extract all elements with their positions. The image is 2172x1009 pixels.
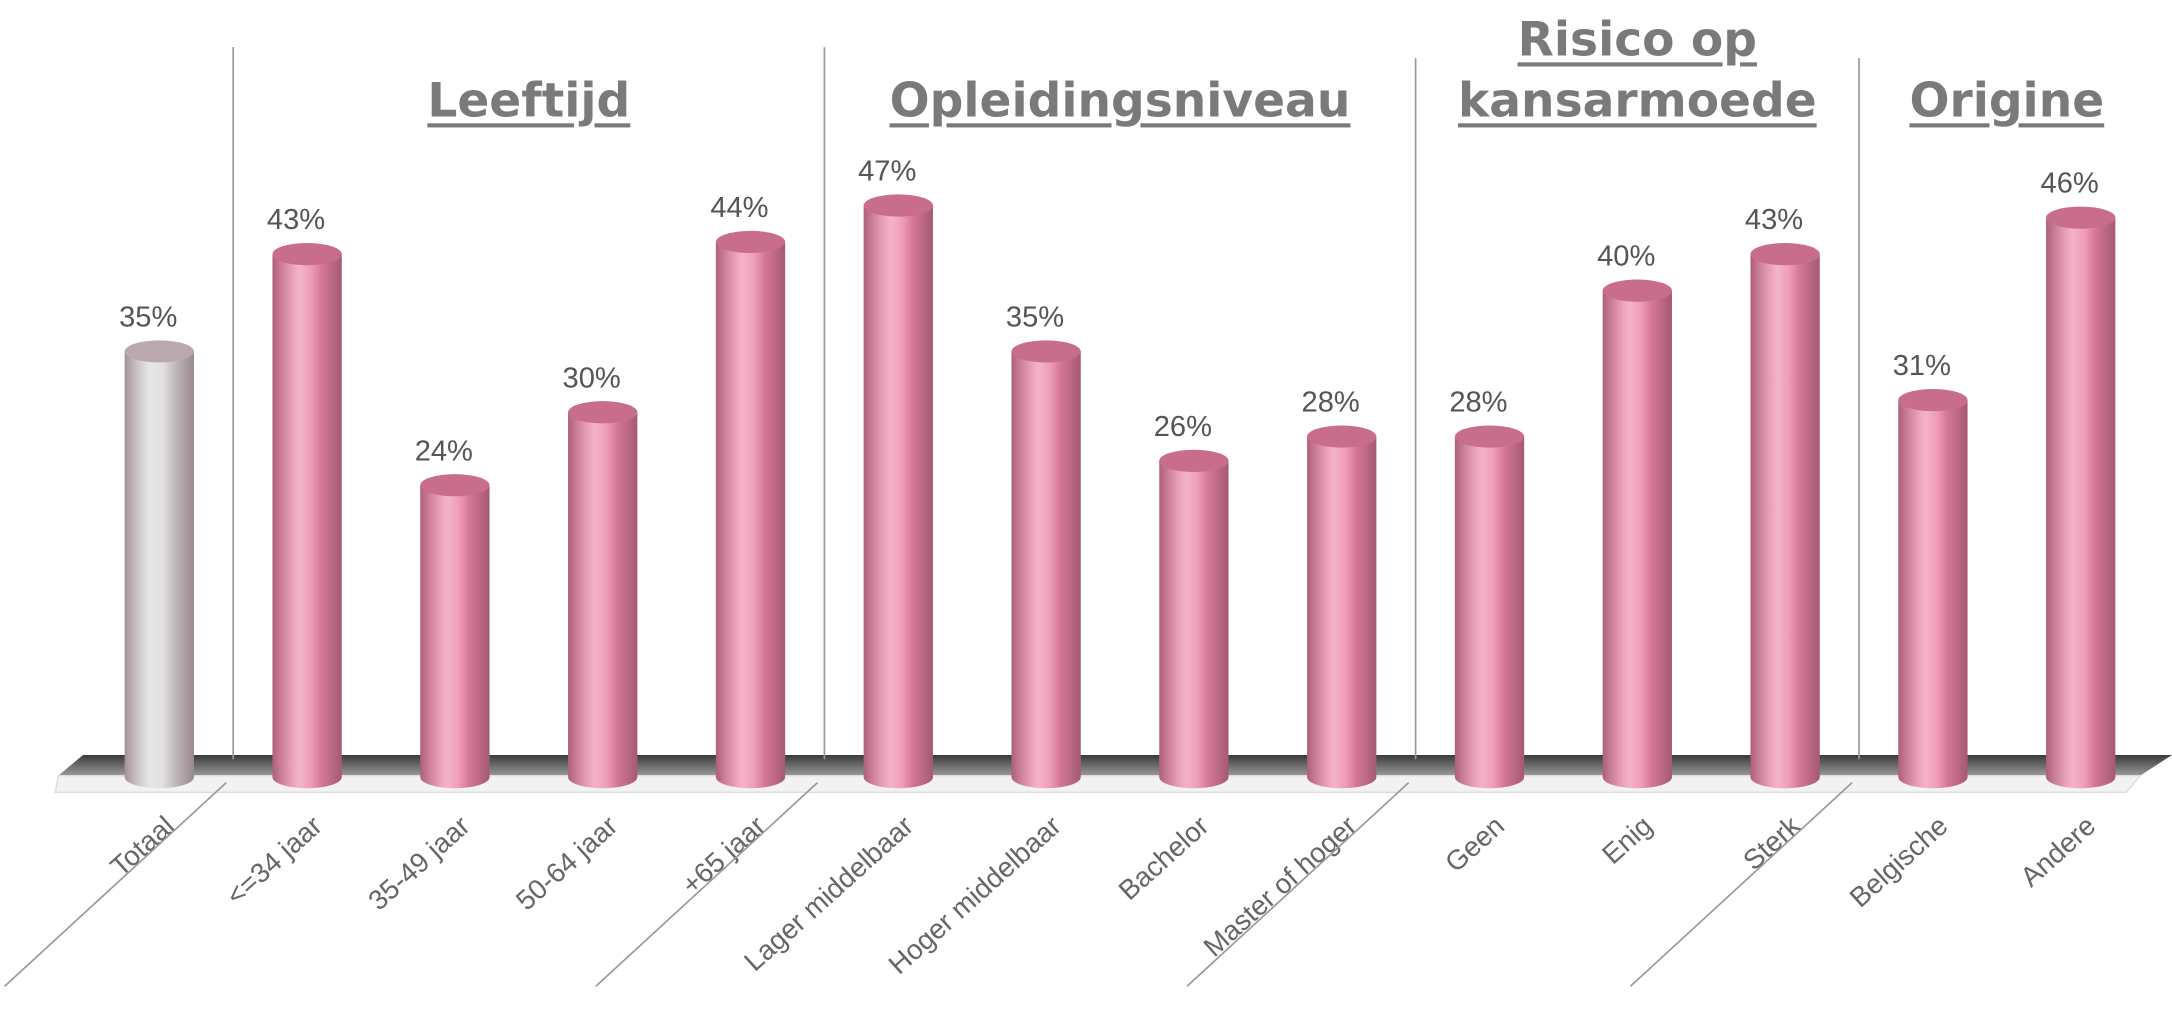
bar	[2046, 206, 2116, 789]
x-tick-label: Andere	[2014, 810, 2101, 893]
bar-top	[715, 230, 786, 254]
bar-top-shade	[124, 340, 194, 363]
bar-highlight	[1011, 351, 1081, 789]
x-tick-label: Belgische	[1844, 810, 1954, 913]
bar-top	[272, 243, 342, 266]
bar-highlight	[1454, 436, 1525, 789]
group-heading-box: Opleidingsniveau	[889, 73, 1351, 129]
bar-top	[1898, 389, 1968, 412]
value-label: 43%	[267, 204, 325, 236]
bar	[272, 243, 342, 789]
bar-top-shade	[1011, 340, 1081, 363]
bar-top	[863, 194, 933, 217]
value-label: 46%	[2041, 168, 2099, 200]
bar-highlight	[124, 351, 194, 789]
value-label: 26%	[1154, 411, 1212, 443]
bar	[1011, 340, 1081, 789]
bar-top-shade	[568, 401, 638, 424]
bar-highlight	[715, 241, 786, 789]
group-heading: Origine	[1909, 73, 2105, 129]
x-tick-label: Totaal	[104, 810, 180, 882]
bar	[863, 194, 933, 789]
bar-top-shade	[863, 194, 933, 217]
bar	[568, 401, 638, 789]
group-separator-diagonal	[1186, 782, 1410, 987]
bar-highlight	[1750, 254, 1820, 789]
floor	[54, 775, 2142, 794]
value-label: 35%	[119, 302, 177, 334]
value-label: 28%	[1302, 387, 1360, 419]
bar-top-shade	[2046, 206, 2116, 229]
bar-top	[1454, 425, 1525, 448]
bar-top	[124, 340, 194, 363]
bar-highlight	[1159, 460, 1229, 789]
bar-highlight	[272, 254, 342, 789]
x-tick-label: 50-64 jaar	[510, 810, 623, 916]
bar	[420, 474, 490, 789]
value-label: 44%	[710, 192, 768, 224]
bar-top-shade	[1454, 425, 1525, 448]
group-heading: Opleidingsniveau	[889, 73, 1351, 129]
x-tick-label: Geen	[1439, 810, 1510, 878]
x-tick-label: +65 jaar	[675, 810, 771, 901]
value-label: 31%	[1893, 350, 1951, 382]
value-label: 40%	[1597, 241, 1655, 273]
bar-highlight	[863, 205, 933, 789]
bar-top-shade	[1159, 449, 1229, 472]
floor-shadow	[58, 754, 2172, 776]
bar-top	[420, 474, 490, 497]
value-label: 24%	[415, 435, 473, 467]
value-label: 30%	[563, 362, 621, 394]
bar-top-shade	[1898, 389, 1968, 412]
value-label: 43%	[1745, 204, 1803, 236]
bar-top-shade	[1307, 425, 1377, 448]
group-heading-box: Leeftijd	[427, 73, 631, 129]
group-heading-box: Origine	[1909, 73, 2105, 129]
bar-top-shade	[715, 230, 786, 254]
bar-top	[2046, 206, 2116, 229]
bar-highlight	[1898, 400, 1968, 789]
bar-top	[1307, 425, 1377, 448]
bar	[1307, 425, 1377, 789]
value-label: 35%	[1006, 302, 1064, 334]
bar	[1898, 389, 1968, 789]
group-heading: Risico op kansarmoede	[1457, 12, 1817, 129]
bar-top	[1602, 279, 1672, 302]
x-tick-label: Enig	[1596, 810, 1658, 870]
group-separator-diagonal	[595, 782, 819, 987]
x-tick-label: <=34 jaar	[220, 810, 328, 911]
x-tick-label: Master of hoger	[1197, 810, 1362, 963]
bar-top-shade	[1750, 243, 1820, 266]
value-label: 47%	[858, 156, 916, 188]
bar	[1454, 425, 1525, 789]
bar	[1750, 243, 1820, 789]
bar-top	[1011, 340, 1081, 363]
bar-top	[1159, 449, 1229, 472]
bar-top-shade	[420, 474, 490, 497]
bar-top-shade	[272, 243, 342, 266]
bar-top	[568, 401, 638, 424]
bar	[1159, 449, 1229, 789]
bar-highlight	[420, 485, 490, 789]
group-heading: Leeftijd	[427, 73, 631, 129]
x-tick-label: Sterk	[1737, 810, 1806, 876]
bar-highlight	[2046, 217, 2116, 789]
value-label: 28%	[1449, 387, 1507, 419]
group-separator-diagonal	[1629, 782, 1853, 987]
bar-top	[1750, 243, 1820, 266]
bar	[1602, 279, 1672, 789]
bar-top-shade	[1602, 279, 1672, 302]
group-heading-box: Risico op kansarmoede	[1457, 12, 1817, 129]
bar-highlight	[1307, 436, 1377, 789]
x-tick-label: 35-49 jaar	[362, 810, 475, 916]
bar	[715, 230, 786, 789]
bar	[124, 340, 194, 789]
x-tick-label: Bachelor	[1113, 810, 1215, 906]
bar-highlight	[1602, 290, 1672, 789]
bar-highlight	[568, 412, 638, 789]
group-separator-diagonal	[4, 782, 227, 987]
